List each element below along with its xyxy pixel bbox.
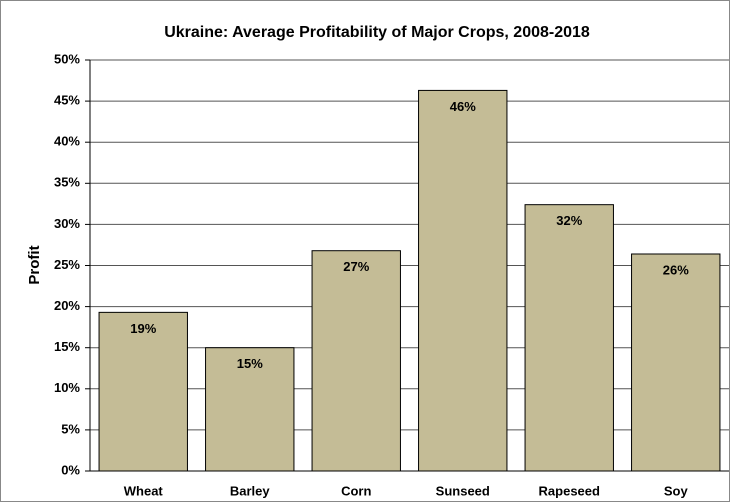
y-tick-label: 25% bbox=[54, 257, 80, 272]
data-label: 27% bbox=[343, 259, 369, 274]
y-tick-label: 20% bbox=[54, 298, 80, 313]
x-tick-label: Wheat bbox=[124, 483, 164, 498]
y-tick-label: 40% bbox=[54, 134, 80, 149]
x-tick-label: Barley bbox=[230, 483, 271, 498]
bar bbox=[524, 204, 614, 472]
bar bbox=[631, 253, 721, 472]
y-tick-label: 0% bbox=[61, 462, 80, 477]
data-label: 32% bbox=[556, 213, 582, 228]
y-tick-label: 45% bbox=[54, 93, 80, 108]
y-tick-label: 50% bbox=[54, 51, 80, 66]
data-label: 19% bbox=[130, 321, 156, 336]
bar bbox=[205, 347, 295, 472]
y-tick-label: 35% bbox=[54, 175, 80, 190]
y-tick-label: 15% bbox=[54, 339, 80, 354]
data-label: 26% bbox=[663, 262, 689, 277]
x-tick-label: Corn bbox=[341, 483, 371, 498]
y-tick-label: 5% bbox=[61, 421, 80, 436]
bar bbox=[311, 250, 401, 472]
data-label: 46% bbox=[450, 99, 476, 114]
bar bbox=[418, 89, 508, 472]
y-tick-label: 30% bbox=[54, 216, 80, 231]
x-tick-label: Rapeseed bbox=[539, 483, 600, 498]
y-tick-label: 10% bbox=[54, 380, 80, 395]
bar bbox=[98, 311, 188, 472]
x-tick-label: Sunseed bbox=[436, 483, 490, 498]
y-axis-label: Profit bbox=[26, 245, 43, 284]
x-tick-label: Soy bbox=[664, 483, 689, 498]
data-label: 15% bbox=[237, 356, 263, 371]
chart-title: Ukraine: Average Profitability of Major … bbox=[164, 24, 590, 41]
